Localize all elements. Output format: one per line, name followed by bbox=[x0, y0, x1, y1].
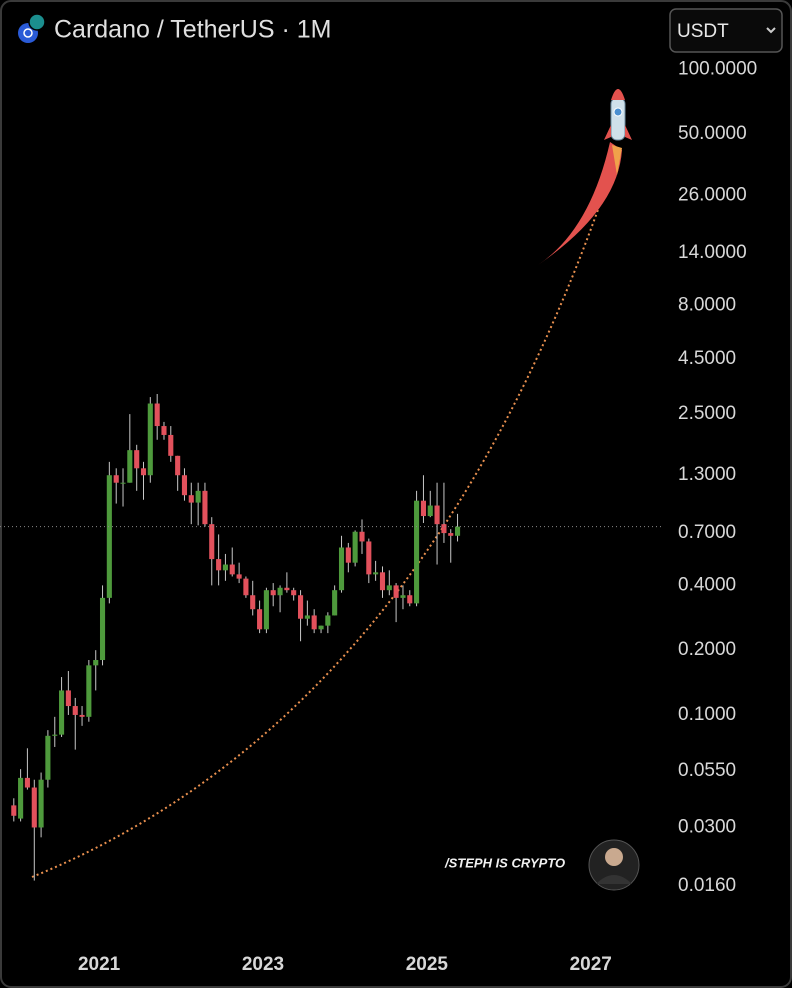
candle-body bbox=[216, 559, 222, 571]
y-tick-label: 8.0000 bbox=[678, 294, 736, 315]
candle-body bbox=[106, 475, 112, 598]
candle-body bbox=[298, 595, 304, 619]
trend-curve bbox=[31, 189, 606, 878]
x-tick-label: 2025 bbox=[406, 954, 449, 975]
candle-body bbox=[311, 615, 317, 630]
candle-body bbox=[345, 547, 351, 563]
y-tick-label: 0.0550 bbox=[678, 760, 736, 781]
candle-body bbox=[161, 426, 167, 435]
candle-body bbox=[45, 735, 51, 780]
chart-title: Cardano / TetherUS · 1M bbox=[54, 16, 331, 44]
candle-body bbox=[427, 505, 433, 517]
y-tick-label: 2.5000 bbox=[678, 403, 736, 424]
y-tick-label: 50.0000 bbox=[678, 123, 747, 144]
candle-body bbox=[168, 434, 174, 456]
y-tick-label: 0.0160 bbox=[678, 875, 736, 896]
candle-body bbox=[72, 706, 78, 715]
candle-body bbox=[359, 531, 365, 542]
y-tick-label: 26.0000 bbox=[678, 184, 747, 205]
currency-select[interactable]: USDT bbox=[669, 8, 783, 53]
candle-body bbox=[414, 500, 420, 604]
candle-body bbox=[65, 690, 71, 707]
author-badge bbox=[588, 839, 640, 891]
candle-body bbox=[420, 500, 427, 517]
currency-label[interactable]: USDT bbox=[677, 21, 729, 42]
candle-body bbox=[441, 524, 447, 534]
candle-body bbox=[134, 450, 140, 469]
x-tick-label: 2021 bbox=[78, 954, 121, 975]
candle-body bbox=[325, 615, 331, 626]
candle-body bbox=[407, 595, 413, 604]
y-tick-label: 0.2000 bbox=[678, 639, 736, 660]
candle-body bbox=[291, 590, 297, 596]
candle-body bbox=[270, 590, 276, 596]
candle-body bbox=[434, 505, 440, 525]
x-tick-label: 2023 bbox=[242, 954, 284, 975]
candle-body bbox=[386, 585, 392, 591]
y-tick-label: 0.4000 bbox=[678, 574, 736, 595]
candle-body bbox=[31, 787, 37, 828]
candle-body bbox=[236, 574, 242, 579]
candle-body bbox=[454, 526, 461, 536]
y-tick-label: 100.0000 bbox=[678, 58, 757, 79]
candle-body bbox=[175, 455, 181, 476]
candle-body bbox=[229, 564, 235, 575]
y-tick-label: 0.7000 bbox=[678, 522, 736, 543]
x-tick-label: 2027 bbox=[570, 954, 612, 975]
candle-body bbox=[373, 572, 379, 575]
candle-body bbox=[195, 490, 201, 503]
candle-body bbox=[243, 578, 249, 596]
candle-body bbox=[366, 541, 372, 575]
candle-body bbox=[257, 609, 263, 630]
candle-body bbox=[263, 590, 269, 630]
rocket bbox=[538, 89, 632, 265]
logo bbox=[18, 13, 46, 43]
candle-body bbox=[338, 547, 345, 591]
candle-body bbox=[24, 777, 30, 788]
candle-body bbox=[277, 587, 283, 596]
y-tick-label: 4.5000 bbox=[678, 348, 736, 369]
candle-body bbox=[352, 531, 358, 563]
candle-body bbox=[79, 714, 85, 717]
candle-body bbox=[18, 777, 24, 819]
candle-body bbox=[127, 450, 133, 483]
y-tick-label: 0.1000 bbox=[678, 704, 736, 725]
candle-body bbox=[379, 572, 386, 591]
candle-body bbox=[147, 403, 153, 476]
watermark: /STEPH IS CRYPTO bbox=[444, 855, 565, 870]
candle-body bbox=[120, 482, 126, 484]
y-tick-label: 0.0300 bbox=[678, 816, 736, 837]
candles bbox=[11, 394, 461, 881]
candle-body bbox=[113, 475, 119, 483]
y-tick-label: 1.3000 bbox=[678, 464, 736, 485]
candle-body bbox=[140, 468, 147, 476]
dropdown-arrow[interactable] bbox=[766, 27, 776, 34]
candle-body bbox=[318, 625, 324, 630]
candle-body bbox=[222, 564, 228, 571]
candle-body bbox=[250, 595, 256, 610]
candle-body bbox=[400, 595, 406, 598]
candle-body bbox=[154, 403, 160, 427]
candle-body bbox=[181, 475, 188, 496]
candle-body bbox=[202, 490, 208, 525]
candle-body bbox=[304, 615, 310, 619]
candle-body bbox=[38, 779, 44, 828]
candle-body bbox=[188, 495, 194, 503]
candle-body bbox=[86, 665, 92, 717]
candle-body bbox=[448, 533, 454, 536]
y-tick-label: 14.0000 bbox=[678, 242, 747, 263]
candle-body bbox=[99, 597, 106, 661]
candle-body bbox=[332, 590, 338, 616]
candle-body bbox=[59, 690, 65, 735]
candle-body bbox=[393, 585, 399, 598]
candle-body bbox=[284, 587, 290, 591]
candle-body bbox=[93, 660, 99, 666]
candle-body bbox=[52, 734, 58, 736]
candle-body bbox=[11, 805, 17, 816]
candle-body bbox=[209, 524, 215, 560]
